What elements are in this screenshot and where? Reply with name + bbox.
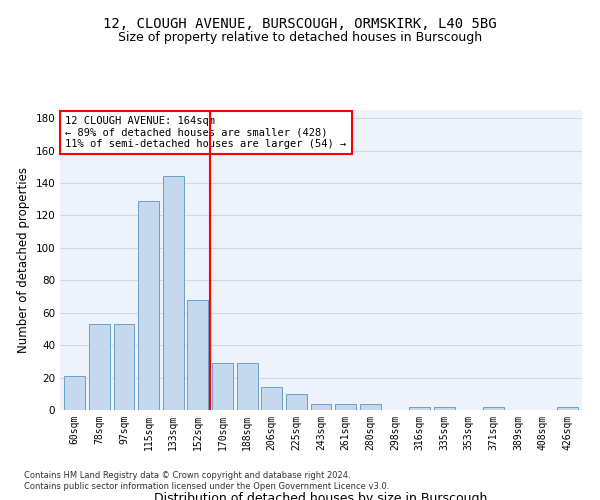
Bar [286, 394, 307, 410]
Y-axis label: Number of detached properties: Number of detached properties [17, 167, 30, 353]
Bar [236, 363, 257, 410]
Bar [89, 324, 110, 410]
X-axis label: Distribution of detached houses by size in Burscough: Distribution of detached houses by size … [154, 492, 488, 500]
Text: 12 CLOUGH AVENUE: 164sqm
← 89% of detached houses are smaller (428)
11% of semi-: 12 CLOUGH AVENUE: 164sqm ← 89% of detach… [65, 116, 346, 149]
Text: Contains public sector information licensed under the Open Government Licence v3: Contains public sector information licen… [24, 482, 389, 491]
Bar [163, 176, 184, 410]
Bar [360, 404, 381, 410]
Bar [212, 363, 233, 410]
Bar [557, 407, 578, 410]
Bar [311, 404, 331, 410]
Bar [187, 300, 208, 410]
Bar [409, 407, 430, 410]
Text: Contains HM Land Registry data © Crown copyright and database right 2024.: Contains HM Land Registry data © Crown c… [24, 470, 350, 480]
Bar [64, 376, 85, 410]
Bar [434, 407, 455, 410]
Bar [261, 388, 282, 410]
Bar [335, 404, 356, 410]
Bar [483, 407, 504, 410]
Bar [138, 201, 159, 410]
Text: Size of property relative to detached houses in Burscough: Size of property relative to detached ho… [118, 31, 482, 44]
Bar [113, 324, 134, 410]
Text: 12, CLOUGH AVENUE, BURSCOUGH, ORMSKIRK, L40 5BG: 12, CLOUGH AVENUE, BURSCOUGH, ORMSKIRK, … [103, 18, 497, 32]
